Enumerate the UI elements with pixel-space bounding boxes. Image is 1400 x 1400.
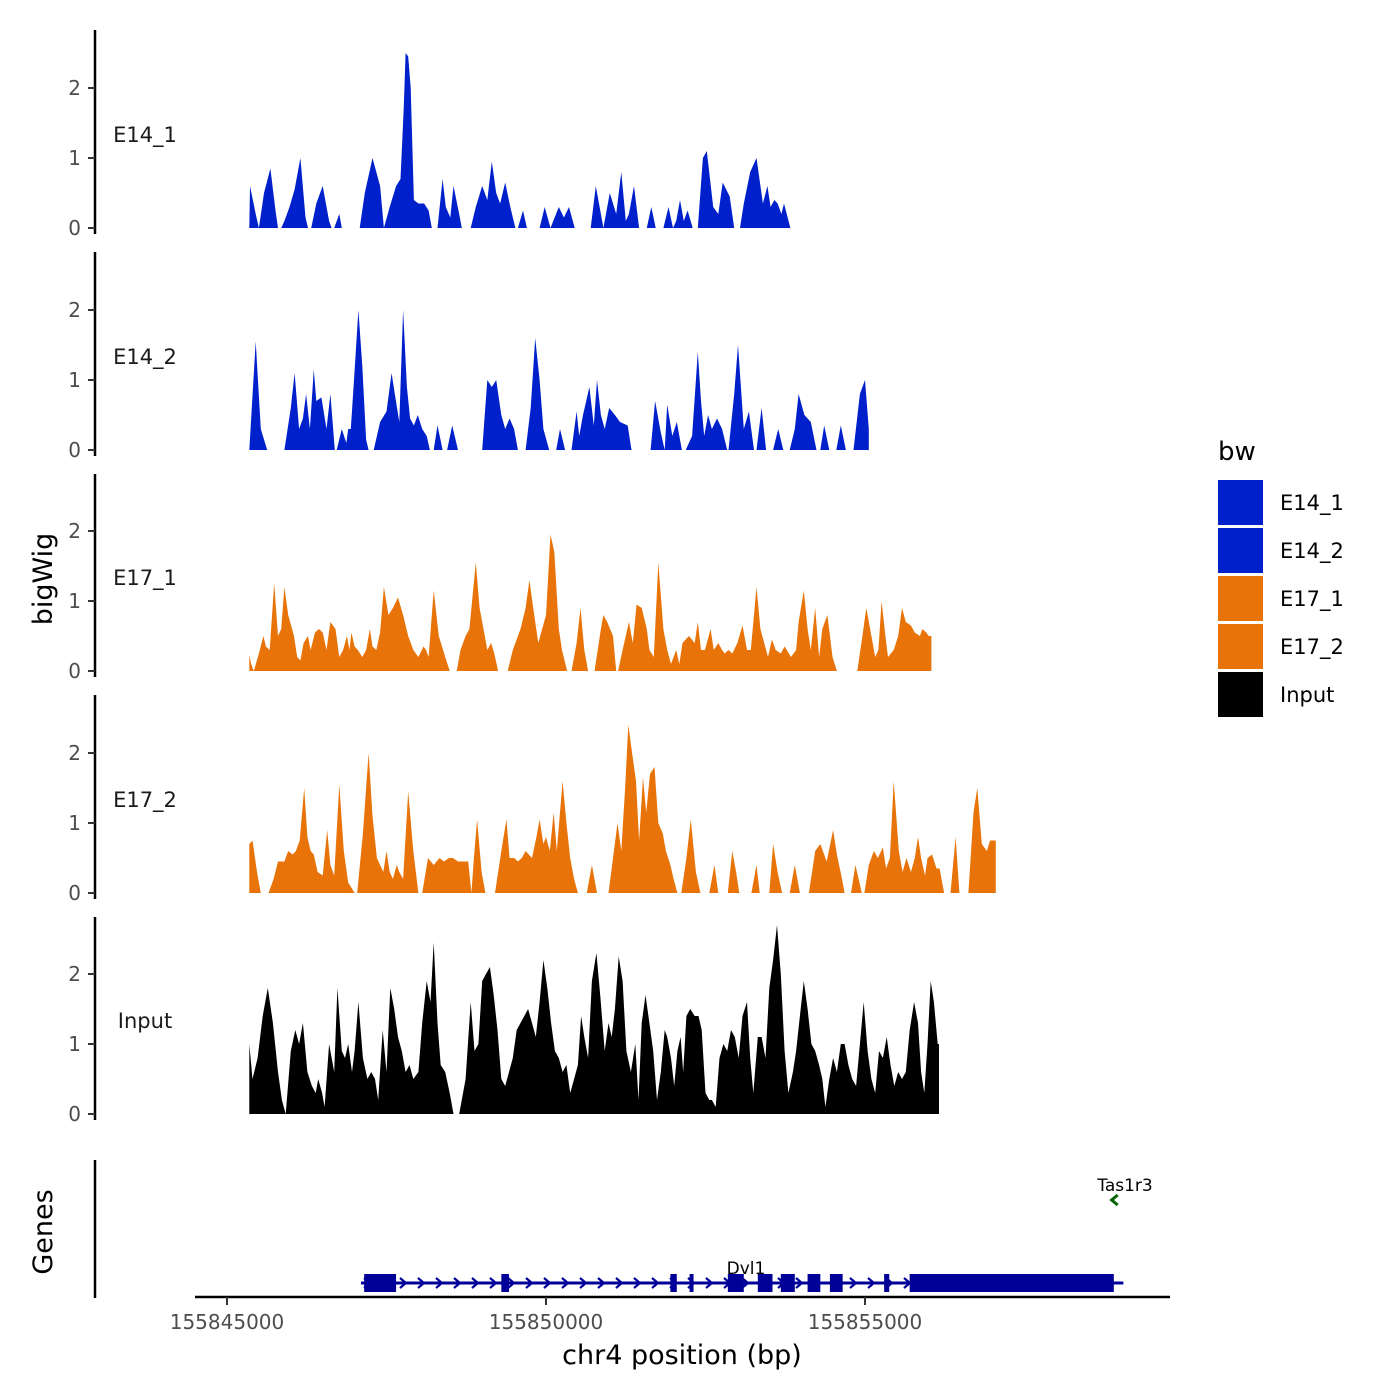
strand-arrow xyxy=(867,1277,876,1289)
y-tick-label: 0 xyxy=(68,216,81,240)
legend-label: Input xyxy=(1280,683,1334,707)
strand-arrow xyxy=(849,1277,858,1289)
legend-entry: E17_2 xyxy=(1218,624,1344,669)
signal-area-E14_2 xyxy=(249,310,869,450)
legend-label: E17_2 xyxy=(1280,635,1344,660)
strand-arrow xyxy=(633,1277,642,1289)
strand-arrow xyxy=(471,1277,480,1289)
track-E14_2: 0 1 2 E14_2 xyxy=(68,252,869,462)
strand-arrow xyxy=(543,1277,552,1289)
legend-swatch xyxy=(1218,576,1263,621)
y-tick-label: 1 xyxy=(68,368,81,392)
legend-label: E14_2 xyxy=(1280,539,1344,564)
track-E14_1: 0 1 2 E14_1 xyxy=(68,30,791,240)
strand-arrow xyxy=(651,1277,660,1289)
strand-arrow xyxy=(489,1277,498,1289)
y-tick-label: 1 xyxy=(68,589,81,613)
legend-entry: E14_2 xyxy=(1218,528,1344,573)
strand-arrow xyxy=(399,1277,408,1289)
gene-label: Tas1r3 xyxy=(1096,1176,1152,1196)
legend-entry: E17_1 xyxy=(1218,576,1344,621)
legend-entry: E14_1 xyxy=(1218,480,1344,525)
x-tick-label: 155850000 xyxy=(489,1310,604,1334)
legend-entry: Input xyxy=(1218,672,1334,717)
strand-arrow xyxy=(579,1277,588,1289)
gene-exon xyxy=(807,1274,821,1292)
x-axis: chr4 position (bp) 155845000 155850000 155… xyxy=(170,1295,1170,1371)
legend-title: bw xyxy=(1218,437,1256,467)
gene-exon xyxy=(757,1274,773,1292)
x-tick-label: 155845000 xyxy=(170,1310,285,1334)
x-axis-title: chr4 position (bp) xyxy=(562,1340,802,1371)
strand-arrow xyxy=(525,1277,534,1289)
strand-arrow xyxy=(561,1277,570,1289)
track-Input: 0 1 2 Input xyxy=(68,917,940,1126)
strand-arrow xyxy=(453,1277,462,1289)
gene-Tas1r3: Tas1r3 xyxy=(1096,1176,1153,1207)
legend: bw E14_1 E14_2 E17_1 E17_2 Input xyxy=(1218,437,1344,717)
signal-area-Input xyxy=(249,925,940,1114)
y-tick-label: 0 xyxy=(68,1102,81,1126)
gene-exon xyxy=(780,1274,795,1292)
gene-exon xyxy=(884,1274,890,1292)
genes-panel: Dvl1 Tas1r3 xyxy=(93,1160,1153,1298)
signal-area-E17_2 xyxy=(249,725,996,893)
strand-arrow xyxy=(1109,1193,1119,1207)
gene-exon xyxy=(909,1274,1114,1292)
y-tick-label: 2 xyxy=(68,519,81,543)
strand-arrow xyxy=(795,1277,804,1289)
track-label: E17_2 xyxy=(113,788,177,813)
y-tick-label: 0 xyxy=(68,881,81,905)
gene-exon xyxy=(727,1274,744,1292)
gene-exon xyxy=(670,1274,677,1292)
track-E17_1: 0 1 2 E17_1 xyxy=(68,474,932,683)
legend-label: E14_1 xyxy=(1280,491,1344,516)
legend-label: E17_1 xyxy=(1280,587,1344,612)
legend-swatch xyxy=(1218,672,1263,717)
track-label: E14_2 xyxy=(113,345,177,370)
y-tick-label: 1 xyxy=(68,146,81,170)
strand-arrow xyxy=(435,1277,444,1289)
y-tick-label: 1 xyxy=(68,811,81,835)
y-tick-label: 2 xyxy=(68,741,81,765)
gene-exon xyxy=(364,1274,397,1292)
genes-panel-title: Genes xyxy=(28,1189,59,1274)
track-label: E17_1 xyxy=(113,566,177,591)
y-tick-label: 0 xyxy=(68,659,81,683)
signal-tracks: 0 1 2 E14_1 0 1 2 E14_2 0 1 2 E17_1 0 1 2 E17_2 0 1 2 Input xyxy=(68,30,996,1126)
strand-arrow xyxy=(741,1277,750,1289)
signal-area-E17_1 xyxy=(249,534,932,671)
strand-arrow xyxy=(615,1277,624,1289)
legend-swatch xyxy=(1218,480,1263,525)
track-label: E14_1 xyxy=(113,123,177,148)
track-label: Input xyxy=(118,1009,172,1033)
strand-arrow xyxy=(597,1277,606,1289)
strand-arrow xyxy=(507,1277,516,1289)
strand-arrow xyxy=(417,1277,426,1289)
y-tick-label: 2 xyxy=(68,298,81,322)
y-tick-label: 2 xyxy=(68,962,81,986)
x-tick-label: 155855000 xyxy=(808,1310,923,1334)
gene-exon xyxy=(829,1274,843,1292)
gene-label: Dvl1 xyxy=(727,1259,766,1279)
legend-swatch xyxy=(1218,624,1263,669)
strand-arrow xyxy=(705,1277,714,1289)
legend-swatch xyxy=(1218,528,1263,573)
track-E17_2: 0 1 2 E17_2 xyxy=(68,695,996,905)
y-tick-label: 0 xyxy=(68,438,81,462)
gene-Dvl1: Dvl1 xyxy=(360,1259,1124,1292)
y-tick-label: 1 xyxy=(68,1032,81,1056)
y-tick-label: 2 xyxy=(68,76,81,100)
gene-exon xyxy=(501,1274,509,1292)
gene-exon xyxy=(689,1274,694,1292)
y-axis-title: bigWig xyxy=(28,533,59,626)
signal-area-E14_1 xyxy=(249,53,791,228)
